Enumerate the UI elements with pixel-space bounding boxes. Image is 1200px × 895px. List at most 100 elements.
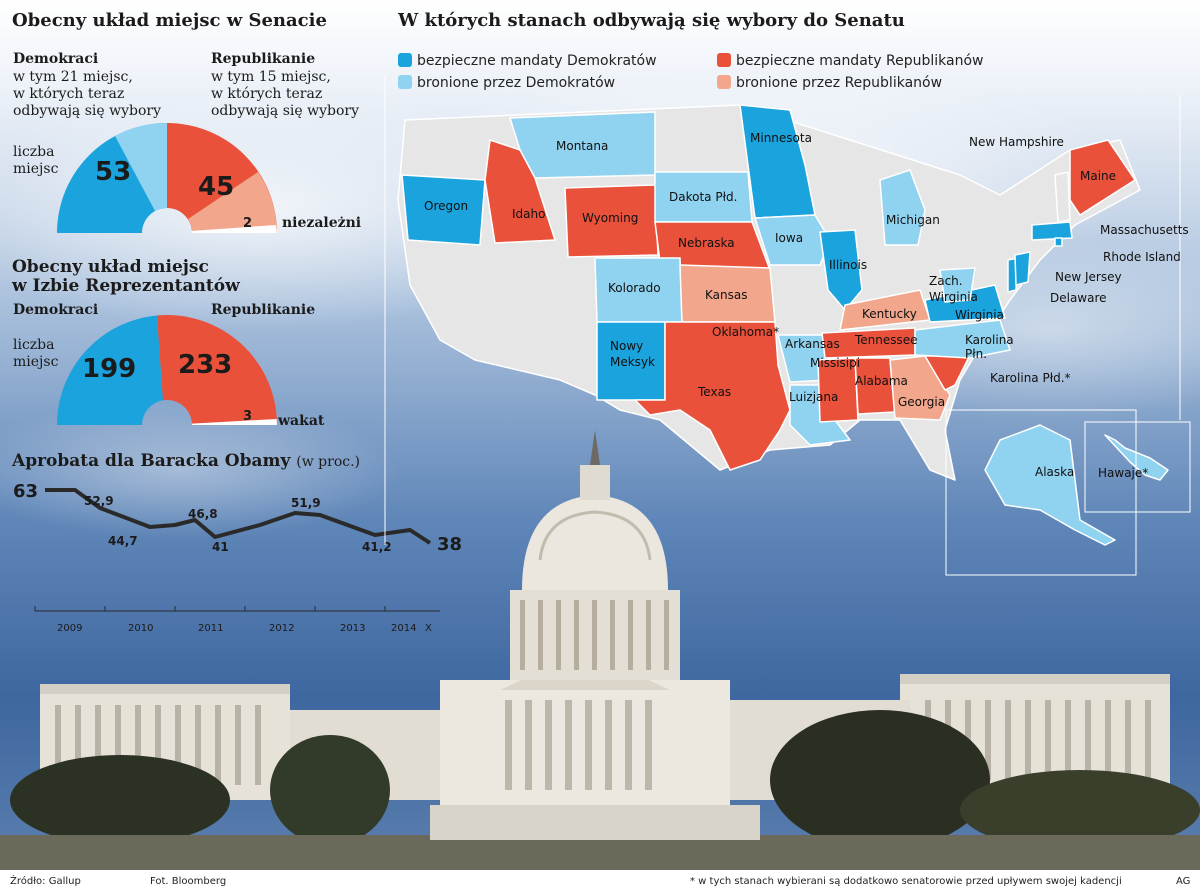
house-vacant-sector xyxy=(191,419,277,425)
senate-rep-defended-sector xyxy=(188,172,277,233)
senate-dem-sub1: w tym 21 miejsc, xyxy=(13,69,133,85)
senate-rep-sub2: w których teraz xyxy=(211,86,323,102)
approval-value-2: 44,7 xyxy=(108,534,138,548)
approval-year-1: 2010 xyxy=(128,623,154,634)
approval-unit: (w proc.) xyxy=(296,454,360,470)
house-rep-label: Republikanie xyxy=(211,302,316,318)
state-rhode-island xyxy=(1054,237,1063,247)
label-oregon: Oregon xyxy=(424,199,469,213)
label-new-hampshire: New Hampshire xyxy=(969,135,1064,149)
inset-frame-hawaii xyxy=(1084,421,1191,513)
label-nowy-line1: Nowy xyxy=(610,339,644,353)
senate-independent-sector xyxy=(191,225,277,233)
senate-dem-sub2: w których teraz xyxy=(13,86,125,102)
us-map xyxy=(398,105,1191,576)
senate-dem-seats: 53 xyxy=(95,157,132,187)
label-michigan: Michigan xyxy=(886,213,940,227)
label-nowy-line2: Meksyk xyxy=(610,355,655,369)
label-nebraska: Nebraska xyxy=(678,236,735,250)
senate-rep-sub1: w tym 15 miejsc, xyxy=(211,69,331,85)
state-zach-wirginia xyxy=(939,267,976,303)
label-alaska: Alaska xyxy=(1035,465,1075,479)
label-tennessee: Tennessee xyxy=(855,333,918,347)
label-minnesota: Minnesota xyxy=(750,131,812,145)
footer-photo: Fot. Bloomberg xyxy=(150,876,227,887)
senate-rep-seats: 45 xyxy=(198,172,235,202)
approval-value-6: 41,2 xyxy=(362,540,392,554)
legend-swatch-def-dem xyxy=(398,75,412,89)
label-idaho: Idaho xyxy=(512,207,546,221)
footer: Źródło: Gallup Fot. Bloomberg * w tych s… xyxy=(0,870,1200,895)
legend-def-dem: bronione przez Demokratów xyxy=(398,75,615,91)
label-texas: Texas xyxy=(698,385,732,399)
state-new-jersey xyxy=(1014,251,1031,286)
legend-safe-dem-text: bezpieczne mandaty Demokratów xyxy=(417,53,657,69)
footer-ag: AG xyxy=(1176,876,1191,887)
state-michigan xyxy=(879,169,926,246)
state-wyoming xyxy=(564,184,659,258)
label-missisipi: Missisipi xyxy=(810,356,861,370)
house-vacant-seats: 3 xyxy=(243,409,253,424)
approval-year-2: 2011 xyxy=(198,623,224,634)
senate-ind-seats: 2 xyxy=(243,216,253,231)
legend-swatch-safe-dem xyxy=(398,53,412,67)
house-title-line2: w Izbie Reprezentantów xyxy=(12,276,240,296)
label-wyoming: Wyoming xyxy=(582,211,639,225)
house-hemicycle xyxy=(57,315,277,425)
label-rhode-island: Rhode Island xyxy=(1103,250,1181,264)
approval-value-7: 38 xyxy=(437,534,463,555)
approval-value-5: 51,9 xyxy=(291,496,321,510)
label-montana: Montana xyxy=(556,139,609,153)
senate-rep-label: Republikanie xyxy=(211,51,316,67)
approval-year-0: 2009 xyxy=(57,623,83,634)
approval-year-6: X xyxy=(425,623,432,634)
house-rep-sector xyxy=(157,315,277,425)
approval-year-4: 2013 xyxy=(340,623,366,634)
house-title-line1: Obecny układ miejsc xyxy=(12,257,209,277)
approval-year-3: 2012 xyxy=(269,623,295,634)
senate-seats-label1: liczba xyxy=(13,144,55,160)
legend-def-dem-text: bronione przez Demokratów xyxy=(417,75,616,91)
legend-def-rep-text: bronione przez Republikanów xyxy=(736,75,943,91)
state-montana xyxy=(509,111,656,179)
legend-def-rep: bronione przez Republikanów xyxy=(717,75,942,91)
house-rep-seats: 233 xyxy=(178,350,233,380)
approval-value-4: 41 xyxy=(212,540,229,554)
label-georgia: Georgia xyxy=(898,395,946,409)
label-iowa: Iowa xyxy=(775,231,804,245)
house-seats-label2: miejsc xyxy=(13,354,59,370)
footer-source: Źródło: Gallup xyxy=(10,876,81,887)
senate-title: Obecny układ miejsc w Senacie xyxy=(12,10,327,31)
legend-safe-rep-text: bezpieczne mandaty Republikanów xyxy=(736,53,984,69)
approval-chart xyxy=(34,488,440,612)
state-new-hampshire xyxy=(1054,171,1071,223)
approval-title: Aprobata dla Baracka Obamy (w proc.) xyxy=(12,451,360,471)
label-zach-line2: Wirginia xyxy=(929,290,978,304)
state-karolina-pln xyxy=(914,319,1011,359)
label-kentucky: Kentucky xyxy=(862,307,917,321)
label-delaware: Delaware xyxy=(1050,291,1107,305)
legend-safe-rep: bezpieczne mandaty Republikanów xyxy=(717,53,983,69)
state-idaho xyxy=(484,139,556,244)
state-alaska xyxy=(984,424,1116,546)
house-seats-label1: liczba xyxy=(13,337,55,353)
approval-year-5: 2014 xyxy=(391,623,417,634)
label-karolina-pld: Karolina Płd.* xyxy=(990,371,1071,385)
legend-swatch-def-rep xyxy=(717,75,731,89)
label-new-jersey: New Jersey xyxy=(1055,270,1122,284)
label-zach-line1: Zach. xyxy=(929,274,963,288)
approval-value-0: 63 xyxy=(13,481,39,502)
label-massachusetts: Massachusetts xyxy=(1100,223,1189,237)
legend-swatch-safe-rep xyxy=(717,53,731,67)
state-missisipi xyxy=(817,357,859,423)
senate-ind-label: niezależni xyxy=(282,215,362,231)
inset-frame-alaska xyxy=(945,409,1137,576)
label-oklahoma: Oklahoma* xyxy=(712,325,780,339)
label-karolina-line2: Płn. xyxy=(965,347,988,361)
approval-line xyxy=(45,488,432,545)
senate-dem-sub3: odbywają się wybory xyxy=(13,103,162,119)
house-dem-seats: 199 xyxy=(82,354,137,384)
state-massachusetts xyxy=(1031,221,1073,241)
label-dakota: Dakota Płd. xyxy=(669,190,738,204)
state-texas xyxy=(634,321,791,471)
